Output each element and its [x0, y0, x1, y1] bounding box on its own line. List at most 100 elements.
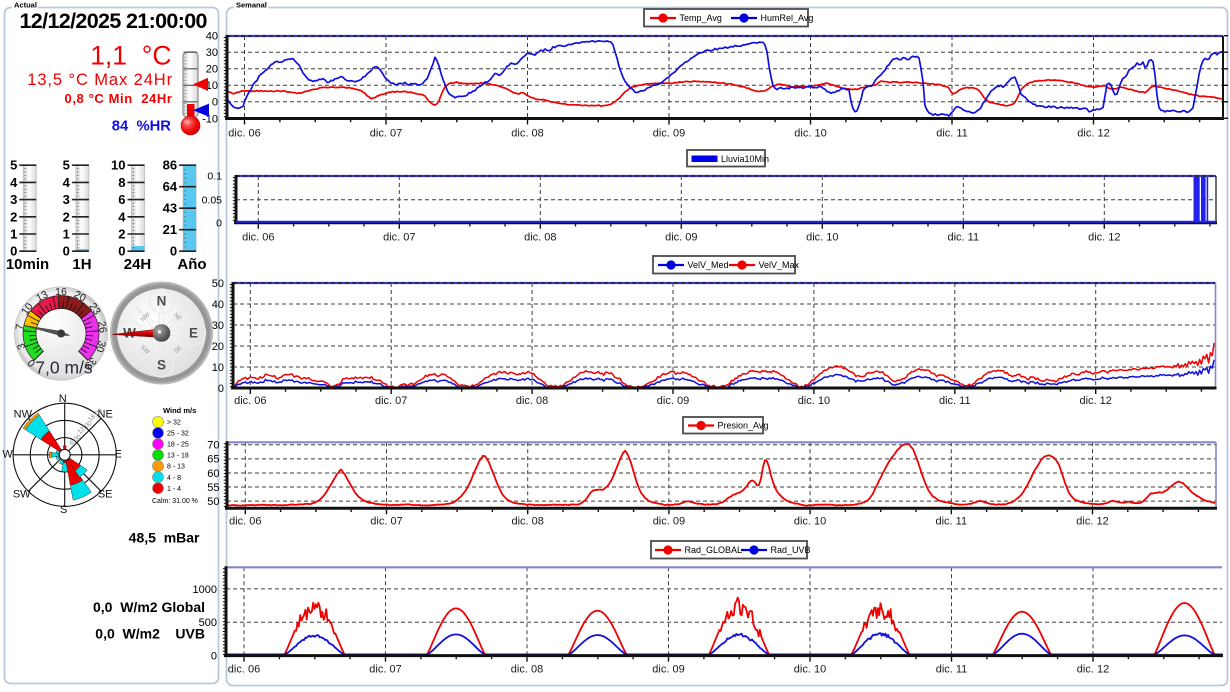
- svg-text:10: 10: [212, 362, 224, 374]
- svg-text:Rad_GLOBAL: Rad_GLOBAL: [685, 545, 743, 555]
- svg-text:20: 20: [206, 64, 218, 76]
- svg-text:0,8 °C Min 24Hr: 0,8 °C Min 24Hr: [65, 91, 173, 106]
- svg-text:0: 0: [118, 244, 125, 259]
- svg-text:10min: 10min: [6, 256, 49, 273]
- svg-text:dic. 11: dic. 11: [936, 516, 968, 528]
- svg-text:64: 64: [163, 179, 178, 194]
- svg-text:Semanal: Semanal: [236, 1, 267, 10]
- svg-text:dic. 12: dic. 12: [1077, 128, 1109, 140]
- svg-text:dic. 06: dic. 06: [228, 664, 260, 676]
- svg-text:dic. 12: dic. 12: [1077, 664, 1109, 676]
- svg-text:Rad_UVB: Rad_UVB: [771, 545, 811, 555]
- svg-text:Temp_Avg: Temp_Avg: [680, 13, 722, 23]
- svg-text:500: 500: [199, 617, 217, 629]
- svg-text:6: 6: [118, 192, 125, 207]
- svg-text:SE: SE: [174, 345, 184, 355]
- svg-text:60: 60: [207, 468, 219, 480]
- svg-text:10: 10: [111, 158, 125, 173]
- svg-text:NW: NW: [14, 409, 33, 421]
- svg-text:Presion_Avg: Presion_Avg: [718, 421, 769, 431]
- svg-text:E: E: [189, 326, 198, 341]
- svg-text:Wind m/s: Wind m/s: [163, 406, 196, 415]
- svg-text:3: 3: [10, 192, 17, 207]
- svg-text:0.05: 0.05: [202, 195, 223, 207]
- svg-text:dic. 12: dic. 12: [1088, 232, 1120, 244]
- svg-text:1,1 °C: 1,1 °C: [90, 41, 171, 71]
- svg-text:HumRel_Avg: HumRel_Avg: [761, 13, 814, 23]
- svg-text:50: 50: [207, 496, 219, 508]
- svg-text:E: E: [115, 449, 122, 461]
- svg-text:Calm: 31.00 %: Calm: 31.00 %: [152, 498, 198, 505]
- svg-text:dic. 08: dic. 08: [511, 516, 543, 528]
- svg-text:86: 86: [163, 158, 177, 173]
- svg-text:Actual: Actual: [14, 1, 37, 10]
- svg-text:dic. 06: dic. 06: [228, 128, 260, 140]
- svg-text:dic. 08: dic. 08: [511, 128, 543, 140]
- svg-text:30: 30: [206, 47, 218, 59]
- svg-text:13,5 °C Max 24Hr: 13,5 °C Max 24Hr: [27, 71, 173, 89]
- svg-text:8 - 13: 8 - 13: [167, 464, 185, 471]
- svg-text:dic. 11: dic. 11: [939, 395, 971, 407]
- svg-text:dic. 07: dic. 07: [370, 128, 402, 140]
- svg-text:16: 16: [55, 286, 67, 298]
- svg-text:18 - 25: 18 - 25: [167, 442, 189, 449]
- svg-text:VelV_Max: VelV_Max: [759, 260, 800, 270]
- svg-text:84 %HR: 84 %HR: [112, 119, 172, 135]
- svg-text:0: 0: [211, 651, 217, 663]
- svg-text:dic. 11: dic. 11: [948, 232, 980, 244]
- svg-text:5: 5: [10, 158, 17, 173]
- svg-text:1H: 1H: [72, 256, 91, 273]
- svg-text:20: 20: [72, 289, 88, 305]
- svg-text:40: 40: [206, 31, 218, 43]
- svg-text:dic. 07: dic. 07: [369, 664, 401, 676]
- svg-text:dic. 09: dic. 09: [652, 664, 684, 676]
- svg-text:Lluvia10Min: Lluvia10Min: [721, 154, 769, 164]
- svg-text:48,5 mBar: 48,5 mBar: [129, 529, 200, 545]
- svg-text:2: 2: [10, 209, 17, 224]
- svg-text:N: N: [157, 294, 167, 309]
- svg-text:dic. 10: dic. 10: [798, 395, 830, 407]
- svg-text:dic. 10: dic. 10: [794, 664, 826, 676]
- svg-text:dic. 10: dic. 10: [794, 128, 826, 140]
- svg-text:25 - 32: 25 - 32: [167, 431, 189, 438]
- svg-text:0: 0: [63, 244, 70, 259]
- svg-text:dic. 08: dic. 08: [524, 232, 556, 244]
- svg-text:0.1: 0.1: [207, 171, 222, 183]
- svg-text:0: 0: [216, 218, 222, 230]
- svg-text:dic. 08: dic. 08: [511, 664, 543, 676]
- svg-text:SW: SW: [13, 489, 31, 501]
- svg-text:S: S: [60, 504, 67, 516]
- svg-text:dic. 10: dic. 10: [806, 232, 838, 244]
- svg-text:Año: Año: [177, 256, 206, 273]
- svg-text:10: 10: [206, 80, 218, 92]
- svg-text:30: 30: [212, 320, 224, 332]
- svg-text:21: 21: [163, 222, 177, 237]
- svg-text:13: 13: [34, 288, 50, 304]
- svg-text:SE: SE: [98, 489, 113, 501]
- svg-text:dic. 07: dic. 07: [383, 232, 415, 244]
- svg-text:dic. 12: dic. 12: [1079, 395, 1111, 407]
- svg-text:dic. 07: dic. 07: [375, 395, 407, 407]
- svg-text:43: 43: [163, 201, 177, 216]
- svg-text:-10: -10: [202, 113, 218, 125]
- svg-text:65: 65: [207, 454, 219, 466]
- svg-text:55: 55: [207, 482, 219, 494]
- svg-text:2: 2: [63, 209, 70, 224]
- svg-text:dic. 11: dic. 11: [936, 664, 968, 676]
- svg-text:SW: SW: [139, 344, 150, 355]
- svg-text:4 - 8: 4 - 8: [167, 475, 181, 482]
- svg-text:2: 2: [118, 227, 125, 242]
- svg-text:> 32: > 32: [167, 420, 181, 427]
- svg-text:0: 0: [218, 383, 224, 395]
- svg-text:8: 8: [118, 175, 125, 190]
- svg-text:dic. 09: dic. 09: [657, 395, 689, 407]
- svg-text:13 - 18: 13 - 18: [167, 453, 189, 460]
- svg-text:0,0 W/m2 Global: 0,0 W/m2 Global: [93, 599, 205, 615]
- svg-text:dic. 09: dic. 09: [653, 516, 685, 528]
- svg-text:0: 0: [212, 97, 218, 109]
- svg-text:3: 3: [15, 342, 28, 351]
- svg-text:S: S: [157, 358, 166, 373]
- svg-text:0,0 W/m2 UVB: 0,0 W/m2 UVB: [95, 626, 205, 642]
- svg-text:24H: 24H: [124, 256, 152, 273]
- svg-text:W: W: [2, 449, 13, 461]
